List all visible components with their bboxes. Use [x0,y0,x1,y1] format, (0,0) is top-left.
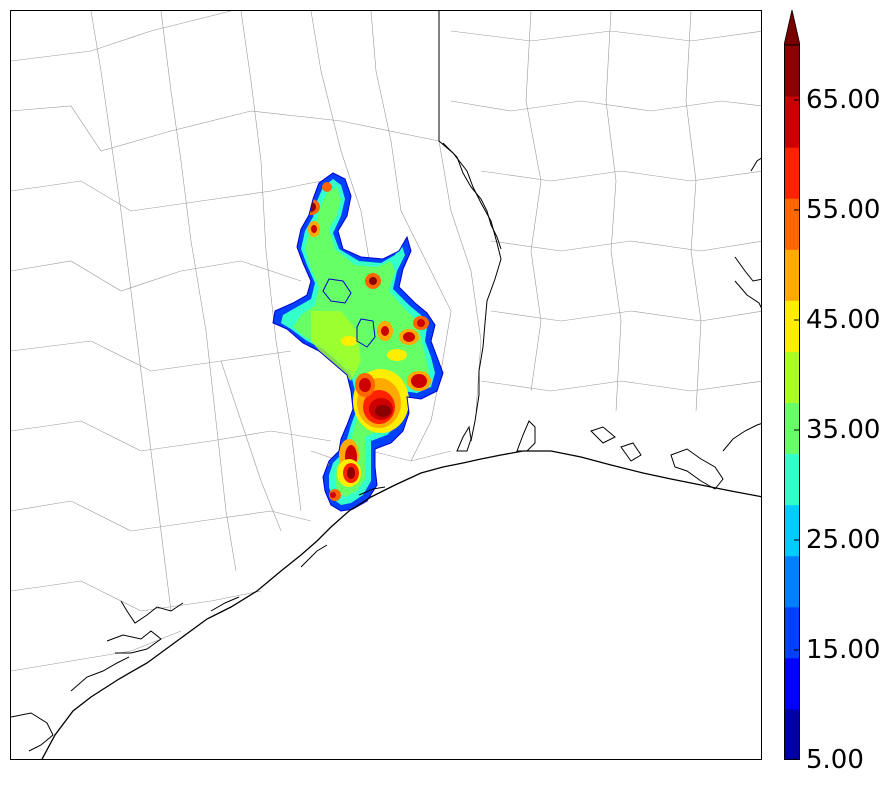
colorbar-extend-arrow [784,10,800,46]
colorbar-tick-label: 35.00 [806,415,881,445]
colorbar-segment [784,402,800,455]
precipitation-field [273,173,443,511]
county-boundaries [11,11,761,672]
colorbar-segment [784,300,800,352]
colorbar-segment [784,351,800,403]
colorbar-segment [784,147,800,199]
colorbar-segment [784,453,800,506]
colorbar-tick-label: 5.00 [806,745,864,775]
colorbar-tick-label: 65.00 [806,85,881,115]
state-boundary [438,11,502,442]
map-panel [10,10,762,760]
colorbar-segment [784,555,800,608]
field-outline [272,172,444,512]
coastline [41,450,761,759]
colorbar-tick-label: 25.00 [806,525,881,555]
colorbar-segment [784,45,800,97]
colorbar-segment [784,606,800,659]
colorbar [784,10,800,760]
colorbar-tick-label: 15.00 [806,635,881,665]
colorbar-segment [784,249,800,301]
map-canvas [11,11,761,759]
colorbar-tick-label: 55.00 [806,195,881,225]
colorbar-segment [784,198,800,250]
colorbar-tick-label: 45.00 [806,305,881,335]
colorbar-segment [784,708,800,760]
colorbar-segment [784,504,800,557]
colorbar-segment [784,96,800,148]
colorbar-segment [784,657,800,710]
